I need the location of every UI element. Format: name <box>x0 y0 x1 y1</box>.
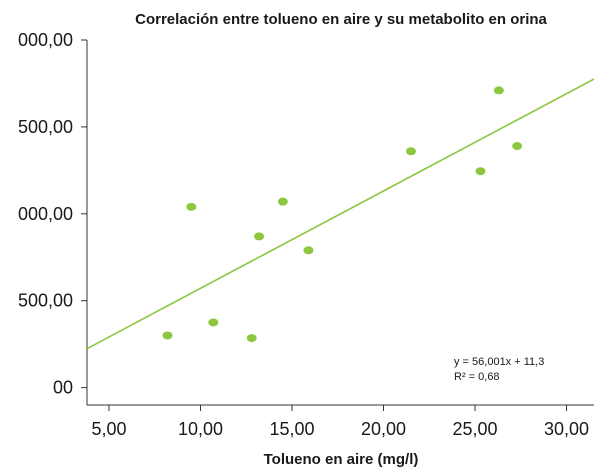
data-point <box>475 167 486 176</box>
x-axis-title: Tolueno en aire (mg/l) <box>264 451 419 468</box>
data-point <box>405 147 416 156</box>
x-tick-label: 5,00 <box>91 419 126 439</box>
r-squared-label: R² = 0,68 <box>454 371 500 383</box>
y-tick-label: 500,00 <box>18 291 73 311</box>
data-point <box>208 318 219 327</box>
x-tick-label: 20,00 <box>361 419 406 439</box>
data-point <box>303 246 314 255</box>
trendline-equation: y = 56,001x + 11,3 <box>454 356 544 368</box>
data-point <box>493 86 504 95</box>
x-tick-label: 30,00 <box>544 419 589 439</box>
data-point <box>254 232 265 241</box>
y-tick-label: 500,00 <box>18 117 73 137</box>
x-tick-label: 25,00 <box>453 419 498 439</box>
data-point <box>162 331 173 340</box>
chart-title: Correlación entre tolueno en aire y su m… <box>135 11 547 28</box>
y-axis-ticks: 000,00 500,00 000,00 500,00 00 <box>18 30 87 398</box>
y-tick-label: 000,00 <box>18 204 73 224</box>
data-point <box>512 142 523 151</box>
data-points <box>162 86 523 343</box>
y-tick-label: 000,00 <box>18 30 73 50</box>
data-point <box>277 197 288 206</box>
trendline <box>86 78 594 350</box>
plot-area <box>87 40 594 405</box>
x-tick-label: 10,00 <box>178 419 223 439</box>
data-point <box>246 334 257 343</box>
x-tick-label: 15,00 <box>269 419 314 439</box>
x-axis-ticks: 5,00 10,00 15,00 20,00 25,00 30,00 <box>91 405 589 439</box>
y-tick-label: 00 <box>53 378 73 398</box>
data-point <box>186 202 197 211</box>
